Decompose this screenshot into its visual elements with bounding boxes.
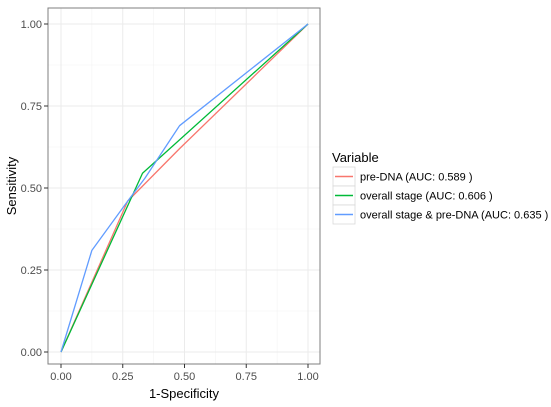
y-tick-label: 0.50 [21,183,42,195]
legend-label: overall stage (AUC: 0.606 ) [360,191,493,203]
series-line-3 [60,23,309,353]
legend-label: overall stage & pre-DNA (AUC: 0.635 ) [360,210,548,222]
legend-label: pre-DNA (AUC: 0.589 ) [360,172,472,184]
legend: Variable pre-DNA (AUC: 0.589 ) overall st… [332,150,548,225]
x-tick-label: 0.50 [174,371,195,383]
x-tick-label: 1.00 [297,371,318,383]
y-tick-label: 0.00 [21,347,42,359]
y-tick-label: 0.75 [21,101,42,113]
series-line-1 [60,23,309,353]
axis-ticks: 0.00 0.25 0.50 0.75 1.00 0.00 0.25 0.50 0.75 1.00 [21,19,319,383]
x-tick-label: 0.25 [112,371,133,383]
legend-title: Variable [332,150,379,165]
x-tick-label: 0.75 [236,371,257,383]
y-tick-label: 1.00 [21,19,42,31]
x-tick-label: 0.00 [50,371,71,383]
y-axis-title: Sensitivity [4,156,19,215]
y-tick-label: 0.25 [21,265,42,277]
grid [48,8,320,364]
series-lines [60,23,309,353]
x-axis-title: 1-Specificity [149,386,220,401]
series-line-2 [60,23,309,353]
